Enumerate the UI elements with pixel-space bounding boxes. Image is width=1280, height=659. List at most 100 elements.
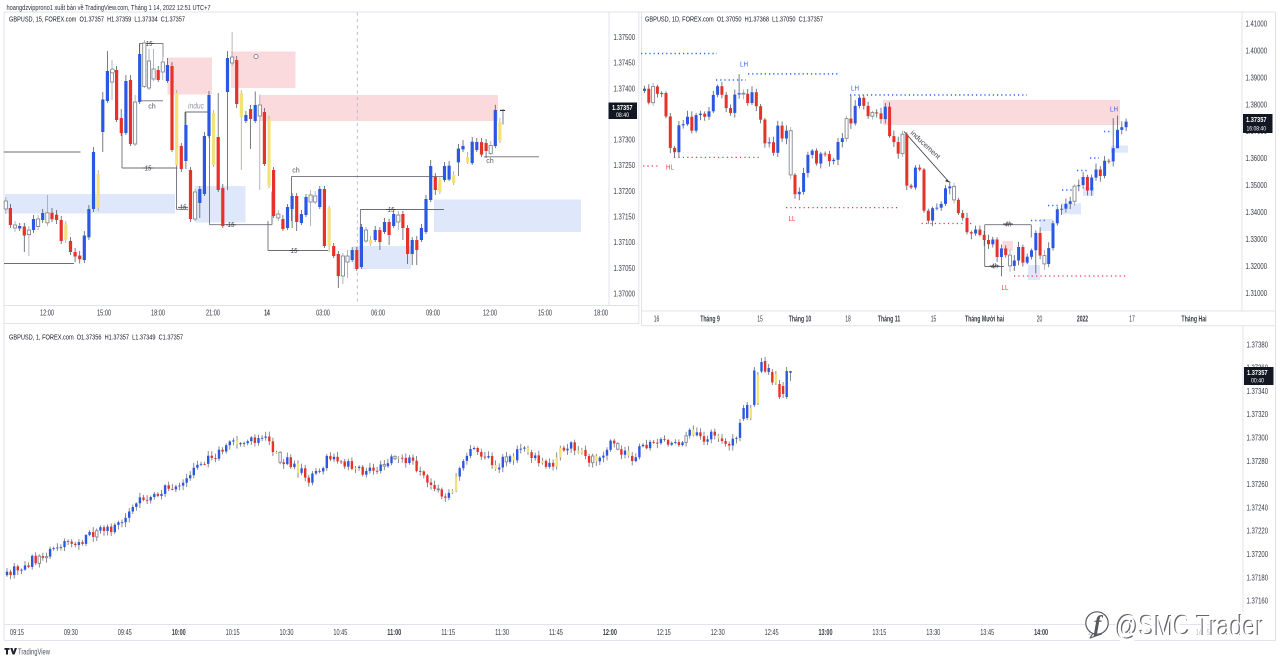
svg-text:11:30: 11:30 (495, 628, 509, 637)
svg-text:10:45: 10:45 (333, 628, 347, 637)
svg-text:1.37180: 1.37180 (1247, 573, 1269, 582)
svg-text:TradingView: TradingView (18, 648, 50, 657)
svg-text:1.38000: 1.38000 (1246, 100, 1268, 109)
svg-text:17: 17 (1129, 315, 1135, 324)
svg-text:14: 14 (264, 309, 270, 318)
svg-text:13:15: 13:15 (872, 628, 886, 637)
svg-text:Tháng 9: Tháng 9 (700, 315, 720, 324)
svg-text:12:00: 12:00 (603, 628, 617, 637)
svg-text:ch: ch (148, 102, 156, 111)
svg-text:Tháng 10: Tháng 10 (789, 315, 812, 324)
svg-text:1.34000: 1.34000 (1246, 208, 1268, 217)
svg-text:16:08:40: 16:08:40 (1247, 125, 1267, 132)
svg-text:11:45: 11:45 (549, 628, 563, 637)
svg-text:13:45: 13:45 (980, 628, 994, 637)
svg-text:1.37000: 1.37000 (614, 289, 636, 298)
svg-text:1.32000: 1.32000 (1246, 262, 1268, 271)
svg-text:2022: 2022 (1077, 315, 1089, 324)
svg-text:20: 20 (1037, 315, 1043, 324)
svg-text:10:30: 10:30 (280, 628, 294, 637)
svg-text:18: 18 (845, 315, 851, 324)
svg-text:12:15: 12:15 (657, 628, 671, 637)
svg-text:12:45: 12:45 (765, 628, 779, 637)
svg-text:1.40000: 1.40000 (1246, 46, 1268, 55)
svg-text:ch: ch (486, 156, 494, 165)
svg-text:13:00: 13:00 (819, 628, 833, 637)
svg-text:LH: LH (1110, 105, 1118, 114)
svg-text:1.37150: 1.37150 (614, 213, 636, 222)
svg-text:1.37380: 1.37380 (1247, 340, 1269, 349)
svg-text:HL: HL (666, 163, 674, 172)
svg-text:03:00: 03:00 (316, 309, 330, 318)
svg-text:1.31000: 1.31000 (1246, 289, 1268, 298)
svg-text:1.37240: 1.37240 (1247, 503, 1269, 512)
svg-text:10:15: 10:15 (226, 628, 240, 637)
svg-text:18:00: 18:00 (151, 309, 165, 318)
svg-text:09:45: 09:45 (118, 628, 132, 637)
svg-text:1.37357: 1.37357 (612, 103, 633, 112)
svg-text:14:30: 14:30 (1142, 628, 1156, 637)
svg-text:14:00: 14:00 (1034, 628, 1048, 637)
svg-text:12:00: 12:00 (483, 309, 497, 318)
svg-text:1.36000: 1.36000 (1246, 154, 1268, 163)
svg-text:16: 16 (654, 315, 660, 324)
svg-text:1.37300: 1.37300 (1247, 434, 1269, 443)
svg-text:14:45: 14:45 (1196, 628, 1210, 637)
svg-text:ch: ch (292, 166, 300, 175)
svg-text:09:00: 09:00 (426, 309, 440, 318)
svg-text:@SMC Trader: @SMC Trader (1116, 611, 1264, 643)
svg-text:15: 15 (931, 315, 937, 324)
svg-text:1.35000: 1.35000 (1246, 181, 1268, 190)
svg-text:1.39000: 1.39000 (1246, 73, 1268, 82)
svg-text:@SMC Trader: @SMC Trader (1116, 611, 1264, 643)
svg-text:1.37200: 1.37200 (614, 187, 636, 196)
svg-text:18:00: 18:00 (594, 309, 608, 318)
svg-text:11:15: 11:15 (441, 628, 455, 637)
svg-text:00:40: 00:40 (1251, 378, 1264, 385)
svg-text:09:30: 09:30 (64, 628, 78, 637)
svg-text:1.37400: 1.37400 (614, 84, 636, 93)
svg-text:GBPUSD, 15, FOREX.com O1.3735: GBPUSD, 15, FOREX.com O1.37357 H1.37359 … (9, 15, 185, 24)
svg-text:1.37260: 1.37260 (1247, 480, 1269, 489)
svg-text:GBPUSD, 1, FOREX.com O1.37356: GBPUSD, 1, FOREX.com O1.37356 H1.37357 L… (9, 333, 183, 342)
svg-text:1.37500: 1.37500 (614, 33, 636, 42)
svg-text:21:00: 21:00 (206, 309, 220, 318)
svg-text:1.37357: 1.37357 (1247, 368, 1268, 377)
svg-text:GBPUSD, 1D, FOREX.com O1.3705: GBPUSD, 1D, FOREX.com O1.37050 H1.37368 … (645, 15, 823, 24)
svg-text:Tháng Mười hai: Tháng Mười hai (965, 315, 1004, 324)
svg-text:08:40: 08:40 (616, 112, 629, 119)
svg-text:06:00: 06:00 (371, 309, 385, 318)
svg-text:09:15: 09:15 (10, 628, 24, 637)
svg-text:15:00: 15:00 (97, 309, 111, 318)
svg-text:10:00: 10:00 (172, 628, 186, 637)
svg-text:LH: LH (851, 84, 859, 93)
svg-text:1.37220: 1.37220 (1247, 527, 1269, 536)
svg-text:13:30: 13:30 (926, 628, 940, 637)
svg-text:1.37050: 1.37050 (614, 264, 636, 273)
svg-text:12:30: 12:30 (711, 628, 725, 637)
svg-text:1.37100: 1.37100 (614, 238, 636, 247)
svg-text:1.37160: 1.37160 (1247, 597, 1269, 606)
svg-text:1.37320: 1.37320 (1247, 410, 1269, 419)
svg-text:1.37450: 1.37450 (614, 59, 636, 68)
svg-text:LL: LL (1002, 283, 1009, 292)
svg-text:15:00: 15:00 (538, 309, 552, 318)
svg-text:LL: LL (789, 214, 796, 223)
svg-text:1.33000: 1.33000 (1246, 235, 1268, 244)
svg-text:Tháng 11: Tháng 11 (878, 315, 901, 324)
svg-text:1.41000: 1.41000 (1246, 20, 1268, 29)
svg-text:hoangdzvipprono1 xuất bản về T: hoangdzvipprono1 xuất bản về TradingView… (7, 3, 211, 12)
svg-text:@SMC Trader: @SMC Trader (1115, 610, 1263, 642)
svg-text:induc: induc (188, 102, 204, 111)
svg-text:1.37340: 1.37340 (1247, 387, 1269, 396)
svg-text:15: 15 (757, 315, 763, 324)
svg-text:1.37250: 1.37250 (614, 161, 636, 170)
svg-text:1.37300: 1.37300 (614, 136, 636, 145)
svg-text:11:00: 11:00 (387, 628, 401, 637)
svg-text:f: f (1094, 611, 1104, 636)
svg-text:1.37200: 1.37200 (1247, 550, 1269, 559)
svg-text:1.37357: 1.37357 (1246, 115, 1267, 124)
svg-text:LH: LH (740, 60, 748, 69)
svg-text:12:00: 12:00 (40, 309, 54, 318)
svg-text:1.37280: 1.37280 (1247, 457, 1269, 466)
